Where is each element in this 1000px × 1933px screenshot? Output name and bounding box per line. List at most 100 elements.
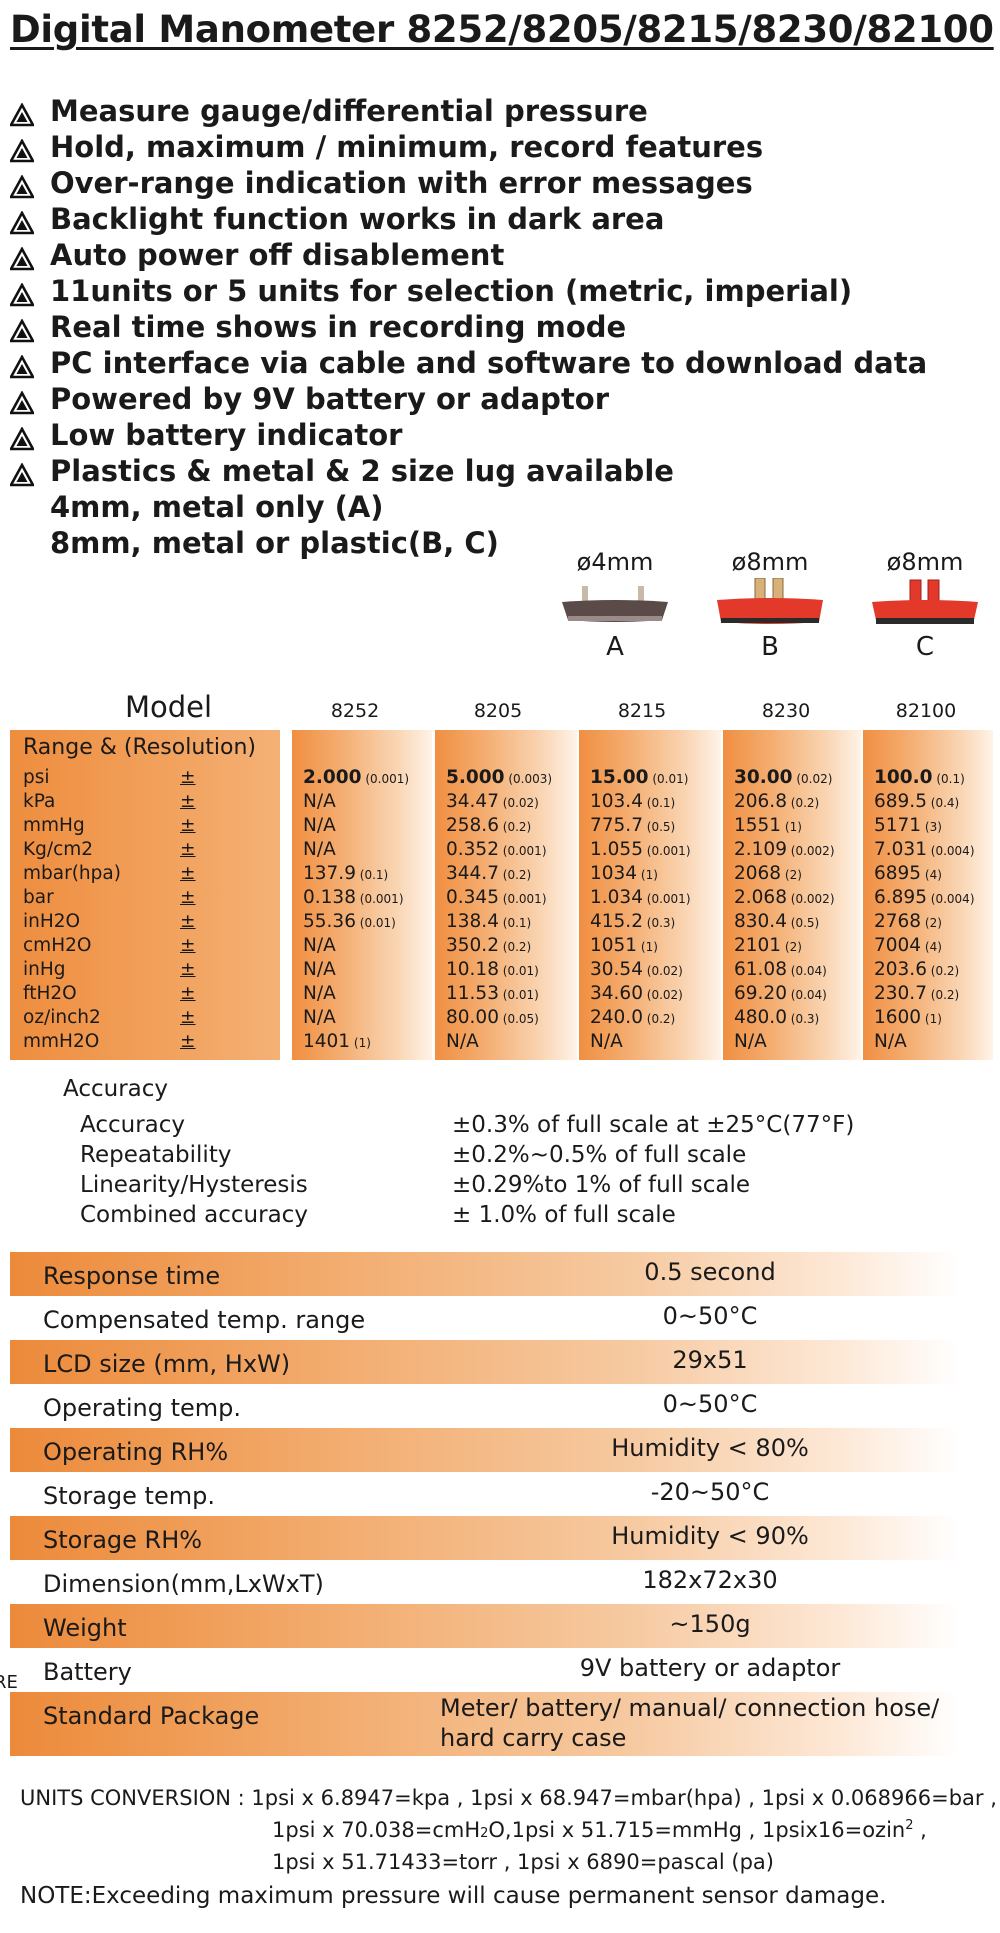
unit-label: kPa (23, 791, 56, 812)
resolution: (0.1) (498, 916, 532, 930)
range-title: Range & (Resolution) (23, 735, 256, 760)
spec-value: 0.5 second (644, 1258, 776, 1286)
conversion-line-2: 1psi x 70.038=cmH2O,1psi x 51.715=mmHg ,… (272, 1818, 927, 1842)
feature-item: Over-range indication with error message… (8, 166, 927, 202)
spec-label: Weight (43, 1614, 127, 1642)
resolution: (0.001) (642, 844, 691, 858)
range-number: 0.352 (446, 839, 499, 860)
range-number: 2.000 (303, 767, 362, 788)
range-number: 1401 (303, 1031, 351, 1052)
range-number: 30.54 (590, 959, 643, 980)
range-value: 480.0 (0.3) (734, 1007, 819, 1028)
plus-minus-sign: ± (180, 935, 196, 956)
warning-triangle-icon (8, 316, 36, 343)
range-value: N/A (303, 935, 336, 956)
range-number: N/A (303, 959, 336, 980)
edge-fragment: RE (0, 1672, 18, 1693)
resolution: (0.3) (642, 916, 676, 930)
feature-text: 11units or 5 units for selection (metric… (50, 274, 853, 308)
resolution: (0.05) (498, 1012, 539, 1026)
range-number: 258.6 (446, 815, 499, 836)
resolution: (0.2) (498, 820, 532, 834)
range-number: 830.4 (734, 911, 787, 932)
lug-size-label: ø8mm (886, 548, 964, 576)
range-value: 689.5 (0.4) (874, 791, 959, 812)
range-value: 344.7 (0.2) (446, 863, 531, 884)
warning-triangle-icon (8, 280, 36, 307)
range-number: N/A (303, 815, 336, 836)
resolution: (1) (350, 1036, 371, 1050)
range-value: 30.54 (0.02) (590, 959, 683, 980)
resolution: (1) (637, 868, 658, 882)
plus-minus-sign: ± (180, 959, 196, 980)
unit-label: mbar(hpa) (23, 863, 121, 884)
model-column-bg (579, 730, 721, 1060)
resolution: (0.02) (792, 772, 833, 786)
range-number: N/A (303, 839, 336, 860)
spec-value: Humidity < 80% (611, 1434, 809, 1462)
range-number: N/A (303, 935, 336, 956)
range-value: 775.7 (0.5) (590, 815, 675, 836)
lug-option: ø8mm C (870, 548, 980, 668)
range-value: 103.4 (0.1) (590, 791, 675, 812)
spec-value: 0~50°C (662, 1302, 758, 1330)
spec-label: Standard Package (43, 1702, 260, 1730)
model-number: 82100 (895, 700, 957, 722)
unit-label: inHg (23, 959, 66, 980)
resolution: (0.2) (786, 796, 820, 810)
plus-minus-sign: ± (180, 887, 196, 908)
range-number: 6895 (874, 863, 922, 884)
resolution: (0.4) (926, 796, 960, 810)
model-number: 8215 (617, 700, 667, 722)
range-value: 1401 (1) (303, 1031, 371, 1052)
lug-size-label: ø8mm (731, 548, 809, 576)
range-number: 1600 (874, 1007, 922, 1028)
range-number: 7.031 (874, 839, 927, 860)
spec-row-bg (10, 1516, 960, 1560)
range-value: 1051 (1) (590, 935, 658, 956)
range-number: 69.20 (734, 983, 787, 1004)
range-value: 230.7 (0.2) (874, 983, 959, 1004)
range-value: 1.055 (0.001) (590, 839, 691, 860)
range-value: N/A (590, 1031, 623, 1052)
spec-value: 29x51 (672, 1346, 748, 1374)
range-value: 1551 (1) (734, 815, 802, 836)
plus-minus-sign: ± (180, 1007, 196, 1028)
range-number: N/A (303, 1007, 336, 1028)
range-number: 1.034 (590, 887, 643, 908)
range-value: 5171 (3) (874, 815, 942, 836)
accuracy-label: Repeatability (80, 1142, 232, 1168)
accuracy-value: ±0.3% of full scale at ±25°C(77°F) (452, 1112, 855, 1138)
model-label: Model (125, 690, 213, 724)
resolution: (0.5) (642, 820, 676, 834)
lug-image (717, 578, 823, 624)
range-value: 1.034 (0.001) (590, 887, 691, 908)
feature-item: Real time shows in recording mode (8, 310, 927, 346)
range-value: 61.08 (0.04) (734, 959, 827, 980)
unit-label: Kg/cm2 (23, 839, 94, 860)
range-number: 5.000 (446, 767, 505, 788)
range-value: N/A (303, 959, 336, 980)
range-value: 138.4 (0.1) (446, 911, 531, 932)
unit-label: cmH2O (23, 935, 92, 956)
resolution: (1) (781, 820, 802, 834)
conversion-line-3: 1psi x 51.71433=torr , 1psi x 6890=pasca… (272, 1850, 774, 1874)
range-value: 34.47 (0.02) (446, 791, 539, 812)
conversion-line-1: UNITS CONVERSION : 1psi x 6.8947=kpa , 1… (20, 1786, 997, 1810)
range-number: 240.0 (590, 1007, 643, 1028)
lug-option: ø8mm B (715, 548, 825, 668)
spec-label: Response time (43, 1262, 221, 1290)
warning-triangle-icon (8, 208, 36, 235)
warning-note: NOTE:Exceeding maximum pressure will cau… (20, 1883, 887, 1909)
feature-item: Measure gauge/differential pressure (8, 94, 927, 130)
feature-text: Backlight function works in dark area (50, 202, 665, 236)
spec-value: Humidity < 90% (611, 1522, 809, 1550)
superscript: 2 (905, 1818, 914, 1833)
page-title: Digital Manometer 8252/8205/8215/8230/82… (10, 8, 994, 51)
range-value: N/A (874, 1031, 907, 1052)
range-number: 0.345 (446, 887, 499, 908)
range-value: 240.0 (0.2) (590, 1007, 675, 1028)
range-number: N/A (734, 1031, 767, 1052)
resolution: (0.001) (498, 892, 547, 906)
spec-value: hard carry case (440, 1724, 627, 1752)
